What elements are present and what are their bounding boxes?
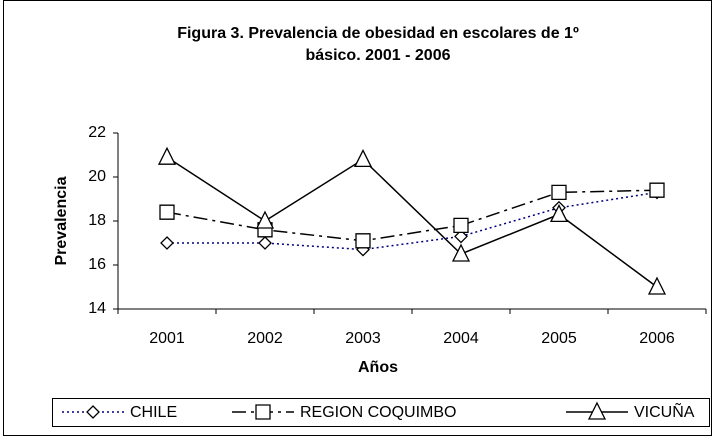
legend-box [52, 398, 710, 427]
chart-title: Figura 3. Prevalencia de obesidad en esc… [177, 25, 579, 42]
data-point [549, 203, 569, 223]
data-point [451, 243, 471, 262]
y-tick-label: 20 [88, 168, 106, 185]
data-point [258, 236, 272, 250]
y-tick-label: 16 [88, 256, 106, 273]
data-point [159, 204, 175, 220]
legend-label: REGION COQUIMBO [300, 404, 456, 421]
data-point [649, 182, 665, 198]
x-tick-label: 2004 [443, 330, 479, 347]
x-tick-label: 2006 [639, 330, 675, 347]
x-tick-label: 2003 [345, 330, 381, 347]
legend-marker [255, 404, 271, 420]
legend-label: CHILE [130, 404, 177, 421]
data-point [353, 148, 373, 168]
x-axis-label: Años [358, 359, 398, 376]
data-point [454, 229, 468, 244]
y-tick-label: 22 [88, 124, 106, 141]
x-tick-label: 2005 [541, 330, 577, 347]
y-axis-label: Prevalencia [53, 176, 70, 265]
y-tick-label: 18 [88, 212, 106, 229]
legend-marker [587, 401, 607, 420]
data-point [255, 210, 275, 229]
series-line [166, 156, 658, 288]
data-point [647, 276, 667, 295]
data-point [453, 217, 469, 234]
legend-marker [86, 405, 100, 419]
series-line [166, 189, 658, 242]
legend-label: VICUÑA [634, 401, 695, 421]
data-point [355, 233, 371, 249]
data-point [157, 146, 177, 165]
x-tick-label: 2001 [149, 330, 185, 347]
y-tick-label: 14 [88, 300, 106, 317]
chart-frame [3, 0, 712, 436]
data-point [160, 236, 174, 250]
chart-title: básico. 2001 - 2006 [306, 47, 451, 64]
series-line [167, 191, 658, 251]
data-point [551, 184, 567, 201]
x-tick-label: 2002 [247, 330, 283, 347]
